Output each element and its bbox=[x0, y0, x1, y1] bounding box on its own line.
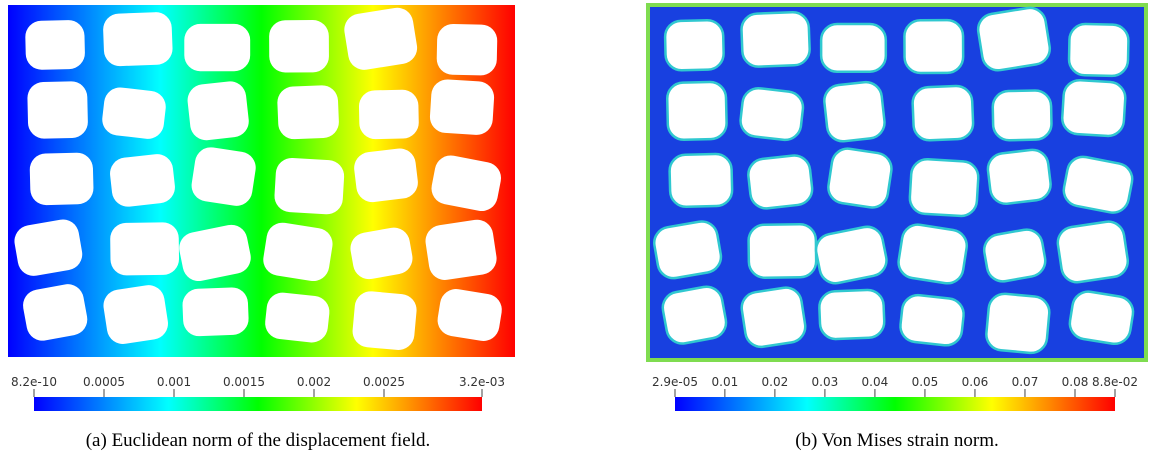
colorbar-tick-label: 0.0005 bbox=[83, 375, 125, 389]
colorbar-tick-label: 0.08 bbox=[1062, 375, 1089, 389]
hole bbox=[277, 85, 339, 140]
hole bbox=[110, 154, 175, 207]
colorbar-tick-label: 2.9e-05 bbox=[652, 375, 698, 389]
hole bbox=[908, 158, 980, 218]
colorbar-tick-label: 0.05 bbox=[912, 375, 939, 389]
colorbar-tick-label: 8.8e-02 bbox=[1092, 375, 1138, 389]
hole bbox=[827, 147, 893, 209]
mesh-holes bbox=[14, 7, 502, 351]
hole bbox=[25, 20, 85, 70]
hole bbox=[436, 23, 498, 76]
hole bbox=[352, 291, 417, 351]
hole bbox=[14, 219, 83, 276]
colorbar-tick-label: 0.07 bbox=[1012, 375, 1039, 389]
hole bbox=[23, 284, 88, 341]
colorbar-tick-label: 0.04 bbox=[862, 375, 889, 389]
colorbar bbox=[34, 397, 482, 411]
colorbar bbox=[675, 397, 1115, 411]
hole bbox=[653, 220, 723, 280]
hole bbox=[102, 87, 166, 139]
hole bbox=[668, 152, 734, 209]
colorbar-tick-label: 0.01 bbox=[712, 375, 739, 389]
hole bbox=[740, 286, 807, 349]
hole bbox=[911, 84, 975, 142]
hole bbox=[350, 227, 413, 280]
hole bbox=[110, 222, 180, 276]
hole bbox=[103, 12, 173, 67]
hole bbox=[344, 7, 418, 70]
hole bbox=[425, 219, 497, 280]
hole bbox=[903, 18, 965, 75]
hole bbox=[986, 148, 1052, 205]
hole bbox=[437, 289, 502, 341]
hole bbox=[814, 225, 888, 285]
hole bbox=[976, 6, 1052, 72]
colorbar-tick-label: 8.2e-10 bbox=[11, 375, 57, 389]
hole bbox=[184, 23, 251, 72]
hole bbox=[265, 292, 330, 343]
hole bbox=[269, 20, 329, 73]
mesh-holes bbox=[653, 6, 1135, 355]
hole bbox=[1056, 220, 1129, 284]
hole bbox=[179, 224, 251, 282]
hole bbox=[263, 222, 333, 282]
hole bbox=[191, 147, 256, 206]
hole bbox=[182, 287, 249, 337]
hole bbox=[740, 11, 811, 68]
hole bbox=[661, 285, 728, 345]
colorbar-tick-label: 3.2e-03 bbox=[459, 375, 505, 389]
colorbar-tick-label: 0.001 bbox=[157, 375, 191, 389]
hole bbox=[103, 285, 168, 344]
colorbar-tick-label: 0.0025 bbox=[363, 375, 405, 389]
hole bbox=[354, 148, 418, 203]
colorbar-tick-label: 0.06 bbox=[962, 375, 989, 389]
caption: (b) Von Mises strain norm. bbox=[795, 430, 999, 451]
hole bbox=[982, 228, 1047, 283]
hole bbox=[823, 80, 886, 143]
hole bbox=[1062, 155, 1134, 214]
hole bbox=[29, 152, 94, 206]
hole bbox=[1061, 78, 1127, 138]
hole bbox=[899, 293, 965, 347]
hole bbox=[431, 155, 502, 212]
caption: (a) Euclidean norm of the displacement f… bbox=[86, 430, 431, 451]
hole bbox=[1068, 290, 1135, 346]
hole bbox=[665, 80, 728, 141]
colorbar-tick-label: 0.0015 bbox=[223, 375, 265, 389]
colorbar-tick-label: 0.02 bbox=[762, 375, 789, 389]
hole bbox=[187, 81, 249, 141]
hole bbox=[819, 22, 888, 73]
hole bbox=[663, 18, 725, 72]
colorbar-tick-label: 0.03 bbox=[812, 375, 839, 389]
hole bbox=[739, 86, 805, 142]
colorbar-tick-label: 0.002 bbox=[297, 375, 331, 389]
hole bbox=[991, 89, 1053, 142]
hole bbox=[274, 157, 345, 215]
hole bbox=[747, 222, 818, 279]
hole bbox=[358, 89, 419, 140]
hole bbox=[747, 154, 814, 210]
hole bbox=[985, 292, 1051, 355]
hole bbox=[27, 81, 88, 139]
hole bbox=[1067, 22, 1130, 78]
hole bbox=[429, 79, 495, 135]
hole bbox=[818, 288, 886, 341]
hole bbox=[897, 223, 968, 285]
